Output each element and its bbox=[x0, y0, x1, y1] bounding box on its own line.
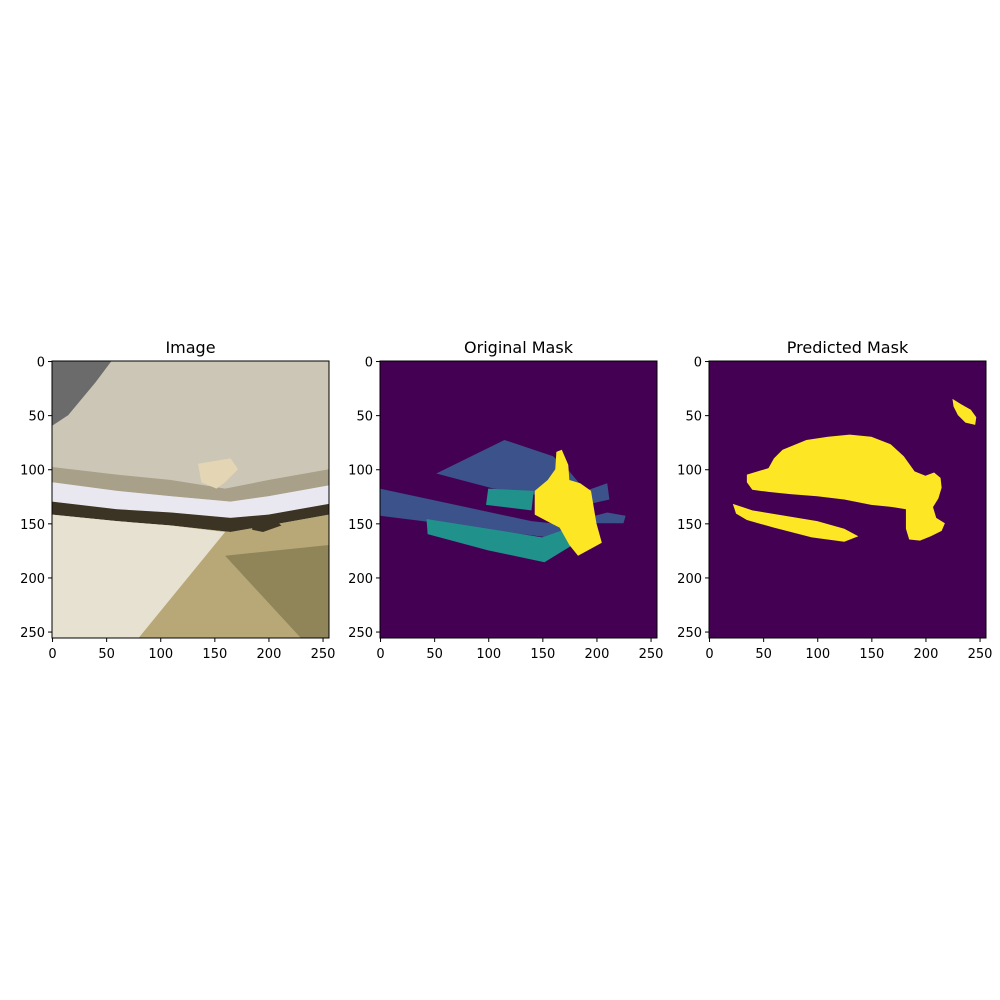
grille-area bbox=[52, 361, 112, 426]
y-tick-label: 150 bbox=[20, 518, 45, 533]
y-tick-label: 100 bbox=[20, 464, 45, 479]
y-tick-label: 0 bbox=[694, 356, 702, 371]
y-tick-label: 100 bbox=[677, 464, 702, 479]
hood-lip bbox=[52, 467, 329, 502]
x-tick-label: 100 bbox=[148, 647, 173, 662]
x-tick-label: 200 bbox=[257, 647, 282, 662]
y-tick-label: 0 bbox=[37, 356, 45, 371]
plot-area bbox=[52, 361, 329, 638]
y-tick-label: 250 bbox=[677, 626, 702, 641]
x-tick-label: 100 bbox=[476, 647, 501, 662]
x-tick-label: 50 bbox=[98, 647, 115, 662]
axes-frame bbox=[708, 360, 987, 639]
x-tick-label: 150 bbox=[202, 647, 227, 662]
x-tick-label: 250 bbox=[639, 647, 664, 662]
y-tick-label: 200 bbox=[677, 572, 702, 587]
y-tick-label: 0 bbox=[365, 356, 373, 371]
paint-damage bbox=[198, 458, 239, 489]
plot-area bbox=[380, 361, 657, 638]
bumper-crack bbox=[252, 518, 282, 532]
hood-surface bbox=[52, 361, 329, 489]
y-tick-label: 250 bbox=[20, 626, 45, 641]
axes-frame bbox=[379, 360, 658, 639]
mask-region-class3 bbox=[534, 449, 602, 556]
y-tick-label: 50 bbox=[28, 410, 45, 425]
mask-region-class2 bbox=[426, 518, 573, 563]
y-tick-label: 200 bbox=[20, 572, 45, 587]
plot-area bbox=[709, 361, 986, 638]
y-tick-label: 250 bbox=[348, 626, 373, 641]
axes-frame bbox=[51, 360, 330, 639]
x-tick-label: 250 bbox=[311, 647, 336, 662]
y-tick-label: 200 bbox=[348, 572, 373, 587]
mask-region-class1 bbox=[746, 434, 945, 541]
y-tick-label: 150 bbox=[348, 518, 373, 533]
y-tick-label: 100 bbox=[348, 464, 373, 479]
mask-region-class1 bbox=[952, 398, 977, 425]
floor-shadow bbox=[225, 544, 329, 638]
x-tick-label: 150 bbox=[530, 647, 555, 662]
mask-region-class1 bbox=[732, 503, 859, 542]
x-tick-label: 50 bbox=[426, 647, 443, 662]
floor-highlight bbox=[52, 514, 226, 638]
x-tick-label: 250 bbox=[968, 647, 993, 662]
x-tick-label: 200 bbox=[585, 647, 610, 662]
panel-title: Predicted Mask bbox=[787, 338, 909, 357]
y-tick-label: 150 bbox=[677, 518, 702, 533]
x-tick-label: 200 bbox=[914, 647, 939, 662]
x-tick-label: 0 bbox=[376, 647, 384, 662]
x-tick-label: 0 bbox=[705, 647, 713, 662]
bumper-strip bbox=[52, 482, 329, 518]
x-tick-label: 150 bbox=[859, 647, 884, 662]
y-tick-label: 50 bbox=[356, 410, 373, 425]
x-tick-label: 50 bbox=[755, 647, 772, 662]
panel-title: Image bbox=[165, 338, 215, 357]
panel-title: Original Mask bbox=[464, 338, 574, 357]
mask-region-class2 bbox=[486, 488, 534, 511]
x-tick-label: 100 bbox=[805, 647, 830, 662]
x-tick-label: 0 bbox=[48, 647, 56, 662]
y-tick-label: 50 bbox=[685, 410, 702, 425]
